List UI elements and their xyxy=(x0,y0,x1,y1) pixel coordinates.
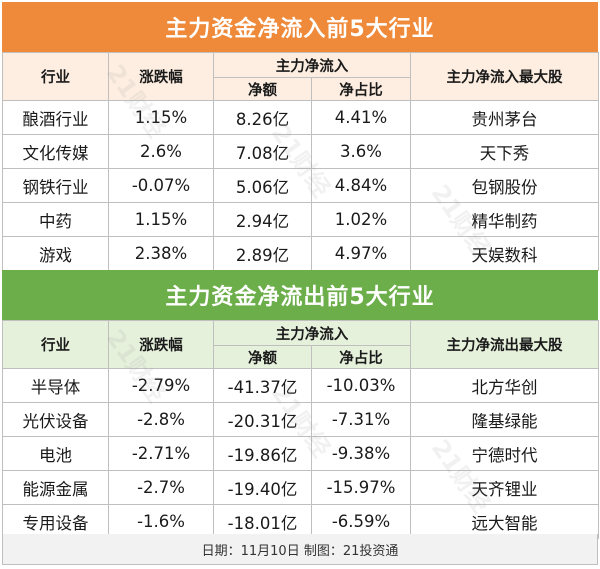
outflow-subheader-row: 净额 净占比 xyxy=(3,345,599,369)
table-row: 游戏 2.38% 2.89亿 4.97% 天娱数科 xyxy=(2,236,599,271)
cell-amount: 8.26亿 xyxy=(213,100,312,135)
cell-industry: 光伏设备 xyxy=(2,402,109,437)
cell-change: -1.6% xyxy=(108,504,214,539)
table-row: 能源金属 -2.7% -19.40亿 -15.97% 天齐锂业 xyxy=(2,470,599,505)
cell-ratio: -15.97% xyxy=(311,470,411,505)
cell-industry: 钢铁行业 xyxy=(2,168,109,203)
cell-ratio: 3.6% xyxy=(311,134,411,169)
cell-industry: 游戏 xyxy=(2,236,109,271)
table-row: 光伏设备 -2.8% -20.31亿 -7.31% 隆基绿能 xyxy=(2,402,599,437)
cell-top-stock: 天齐锂业 xyxy=(410,470,599,505)
cell-ratio: 4.97% xyxy=(311,236,411,271)
cell-change: 1.15% xyxy=(108,202,214,237)
cell-top-stock: 精华制药 xyxy=(410,202,599,237)
cell-change: -2.71% xyxy=(108,436,214,471)
cell-industry: 半导体 xyxy=(2,368,109,403)
cell-industry: 专用设备 xyxy=(2,504,109,539)
cell-top-stock: 北方华创 xyxy=(410,368,599,403)
table-row: 中药 1.15% 2.94亿 1.02% 精华制药 xyxy=(2,202,599,237)
cell-change: -2.7% xyxy=(108,470,214,505)
cell-top-stock: 天娱数科 xyxy=(410,236,599,271)
cell-change: 1.15% xyxy=(108,100,214,135)
table-row: 钢铁行业 -0.07% 5.06亿 4.84% 包钢股份 xyxy=(2,168,599,203)
cell-ratio: -9.38% xyxy=(311,436,411,471)
cell-amount: -19.86亿 xyxy=(213,436,312,471)
header-main-net: 主力净流入 xyxy=(213,320,411,346)
cell-amount: 2.94亿 xyxy=(213,202,312,237)
header-change: 涨跌幅 xyxy=(108,320,214,369)
cell-change: -2.8% xyxy=(108,402,214,437)
header-industry: 行业 xyxy=(2,320,109,369)
inflow-header-row: 行业 涨跌幅 主力净流入 主力净流入最大股 xyxy=(2,52,599,101)
outflow-title: 主力资金净流出前5大行业 xyxy=(2,270,598,320)
cell-change: 2.38% xyxy=(108,236,214,271)
cell-change: -2.79% xyxy=(108,368,214,403)
table-row: 专用设备 -1.6% -18.01亿 -6.59% 远大智能 xyxy=(2,504,599,539)
header-top-stock: 主力净流入最大股 xyxy=(410,52,599,101)
cell-industry: 电池 xyxy=(2,436,109,471)
cell-amount: 2.89亿 xyxy=(213,236,312,271)
cell-amount: -19.40亿 xyxy=(213,470,312,505)
cell-industry: 能源金属 xyxy=(2,470,109,505)
header-amount: 净额 xyxy=(213,345,312,369)
table-row: 文化传媒 2.6% 7.08亿 3.6% 天下秀 xyxy=(2,134,599,169)
header-top-stock: 主力净流出最大股 xyxy=(410,320,599,369)
cell-amount: -18.01亿 xyxy=(213,504,312,539)
table-row: 电池 -2.71% -19.86亿 -9.38% 宁德时代 xyxy=(2,436,599,471)
header-change: 涨跌幅 xyxy=(108,52,214,101)
cell-amount: 7.08亿 xyxy=(213,134,312,169)
cell-top-stock: 贵州茅台 xyxy=(410,100,599,135)
outflow-header-row: 行业 涨跌幅 主力净流入 主力净流出最大股 xyxy=(2,320,599,369)
inflow-title: 主力资金净流入前5大行业 xyxy=(2,2,598,52)
footer-credit: 日期：11月10日 制图：21投资通 xyxy=(2,534,598,565)
cell-top-stock: 远大智能 xyxy=(410,504,599,539)
cell-change: 2.6% xyxy=(108,134,214,169)
cell-ratio: 4.41% xyxy=(311,100,411,135)
header-industry: 行业 xyxy=(2,52,109,101)
outflow-table: 行业 涨跌幅 主力净流入 主力净流出最大股 净额 净占比 半导体 -2.79% … xyxy=(2,320,599,539)
cell-top-stock: 天下秀 xyxy=(410,134,599,169)
cell-ratio: -7.31% xyxy=(311,402,411,437)
table-row: 酿酒行业 1.15% 8.26亿 4.41% 贵州茅台 xyxy=(2,100,599,135)
header-ratio: 净占比 xyxy=(311,77,411,101)
cell-top-stock: 宁德时代 xyxy=(410,436,599,471)
cell-industry: 文化传媒 xyxy=(2,134,109,169)
cell-ratio: 1.02% xyxy=(311,202,411,237)
cell-ratio: 4.84% xyxy=(311,168,411,203)
cell-amount: -20.31亿 xyxy=(213,402,312,437)
cell-amount: 5.06亿 xyxy=(213,168,312,203)
cell-top-stock: 隆基绿能 xyxy=(410,402,599,437)
cell-industry: 酿酒行业 xyxy=(2,100,109,135)
cell-industry: 中药 xyxy=(2,202,109,237)
table-row: 半导体 -2.79% -41.37亿 -10.03% 北方华创 xyxy=(2,368,599,403)
header-amount: 净额 xyxy=(213,77,312,101)
cell-ratio: -10.03% xyxy=(311,368,411,403)
header-main-net: 主力净流入 xyxy=(213,52,411,78)
header-ratio: 净占比 xyxy=(311,345,411,369)
cell-amount: -41.37亿 xyxy=(213,368,312,403)
cell-change: -0.07% xyxy=(108,168,214,203)
inflow-table: 行业 涨跌幅 主力净流入 主力净流入最大股 净额 净占比 酿酒行业 1.15% … xyxy=(2,52,599,271)
cell-top-stock: 包钢股份 xyxy=(410,168,599,203)
